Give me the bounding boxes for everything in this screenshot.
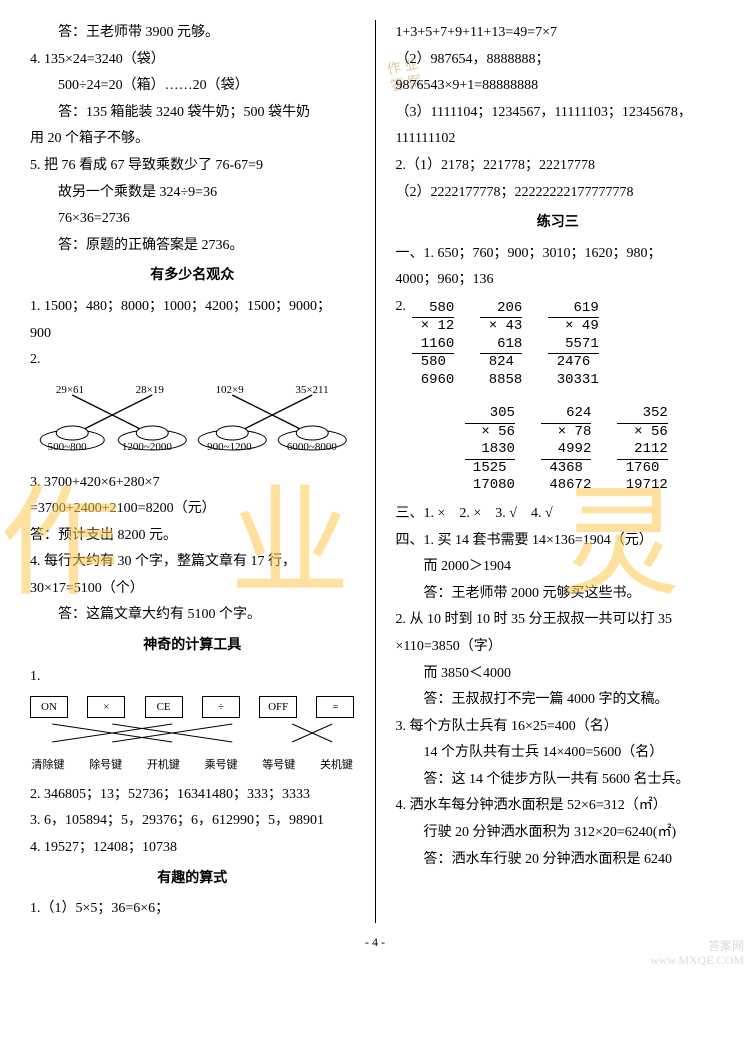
step-text: 111111102 — [396, 126, 721, 153]
item-number: 2. — [396, 294, 413, 321]
step-text: 76×36=2736 — [30, 206, 355, 233]
step-text: （3）1111104；1234567，11111103；12345678， — [396, 100, 721, 127]
calc-key: = — [316, 696, 354, 718]
list-text: 1. 1500；480；8000；1000；4200；1500；9000； — [30, 294, 355, 321]
calc-key: ÷ — [202, 696, 240, 718]
list-text: 1. — [30, 664, 355, 691]
answer-text: 答：王老师带 2000 元够买这些书。 — [396, 581, 721, 608]
right-column: 1+3+5+7+9+11+13=49=7×7 （2）987654，8888888… — [396, 20, 721, 923]
step-text: =3700+2400+2100=8200（元） — [30, 496, 355, 523]
answer-text: 答：这 14 个徒步方队一共有 5600 名士兵。 — [396, 767, 721, 794]
step-text: 500÷24=20（箱）……20（袋） — [30, 73, 355, 100]
ufo-range: 6000~8000 — [287, 437, 337, 458]
section-title: 练习三 — [396, 210, 721, 237]
calc-cross-lines-icon — [30, 722, 355, 744]
ufo-expr: 29×61 — [56, 380, 84, 401]
ufo-expr: 102×9 — [216, 380, 244, 401]
calc-key: × — [87, 696, 125, 718]
calc-label: 开机键 — [145, 755, 181, 776]
section-title: 神奇的计算工具 — [30, 633, 355, 660]
step-text: 行驶 20 分钟洒水面积为 312×20=6240(㎡) — [396, 820, 721, 847]
list-text: 3. 6，105894；5，29376；6，612990；5，98901 — [30, 808, 355, 835]
list-text: 三、1. × 2. × 3. √ 4. √ — [396, 501, 721, 528]
vertical-mult: 580 × 12 1160 580 6960 — [412, 300, 454, 390]
ufo-range: 500~800 — [48, 437, 87, 458]
step-text: 1+3+5+7+9+11+13=49=7×7 — [396, 20, 721, 47]
list-text: 4000；960；136 — [396, 267, 721, 294]
ufo-range: 1200~2000 — [122, 437, 172, 458]
step-text: （2）987654，8888888； — [396, 47, 721, 74]
step-text: （2）2222177778；22222222177777778 — [396, 180, 721, 207]
answer-text: 答：预计支出 8200 元。 — [30, 523, 355, 550]
step-text: 3. 3700+420×6+280×7 — [30, 470, 355, 497]
vertical-mult-row: 305 × 56 1830 1525 17080 624 × 78 4992 4… — [412, 405, 720, 495]
section-title: 有趣的算式 — [30, 866, 355, 893]
step-text: 四、1. 买 14 套书需要 14×136=1904（元） — [396, 528, 721, 555]
calc-label: 除号键 — [88, 755, 124, 776]
step-text: 故另一个乘数是 324÷9=36 — [30, 180, 355, 207]
step-text: 9876543×9+1=88888888 — [396, 73, 721, 100]
page-number: - 4 - — [30, 931, 720, 954]
step-text: 3. 每个方队士兵有 16×25=400（名） — [396, 714, 721, 741]
answer-text: 答：135 箱能装 3240 袋牛奶；500 袋牛奶 — [30, 100, 355, 127]
vertical-mult: 206 × 43 618 824 8858 — [480, 300, 522, 390]
step-text: ×110=3850（字） — [396, 634, 721, 661]
vertical-mult: 624 × 78 4992 4368 48672 — [541, 405, 591, 495]
vertical-mult-row: 580 × 12 1160 580 6960 206 × 43 618 824 … — [412, 300, 598, 390]
answer-text: 答：这篇文章大约有 5100 个字。 — [30, 602, 355, 629]
ufo-range: 900~1200 — [207, 437, 251, 458]
list-text: 2. 346805；13；52736；16341480；333；3333 — [30, 782, 355, 809]
step-text: 4. 洒水车每分钟洒水面积是 52×6=312（㎡） — [396, 793, 721, 820]
step-text: 2.（1）2178；221778；22217778 — [396, 153, 721, 180]
ufo-diagram: 29×61 28×19 102×9 35×211 — [30, 380, 355, 460]
step-text: 而 2000＞1904 — [396, 554, 721, 581]
ufo-expr: 28×19 — [136, 380, 164, 401]
calc-label: 清除键 — [30, 755, 66, 776]
list-text: 900 — [30, 321, 355, 348]
answer-text: 用 20 个箱子不够。 — [30, 126, 355, 153]
ufo-expr: 35×211 — [295, 380, 328, 401]
list-text: 2. — [30, 347, 355, 374]
step-text: 而 3850＜4000 — [396, 661, 721, 688]
answer-text: 答：王叔叔打不完一篇 4000 字的文稿。 — [396, 687, 721, 714]
answer-text: 答：王老师带 3900 元够。 — [30, 20, 355, 47]
list-text: 一、1. 650；760；900；3010；1620；980； — [396, 241, 721, 268]
calc-label: 乘号键 — [203, 755, 239, 776]
answer-text: 答：洒水车行驶 20 分钟洒水面积是 6240 — [396, 847, 721, 874]
calc-diagram: ON × CE ÷ OFF = 清除键 除号键 开机键 乘号键 等号键 — [30, 696, 355, 775]
calc-key: OFF — [259, 696, 297, 718]
left-column: 答：王老师带 3900 元够。 4. 135×24=3240（袋） 500÷24… — [30, 20, 355, 923]
vertical-mult: 619 × 49 5571 2476 30331 — [548, 300, 598, 390]
corner-line: www.MXQE.COM — [650, 953, 744, 967]
list-text: 1.（1）5×5；36=6×6； — [30, 896, 355, 923]
calc-label: 等号键 — [261, 755, 297, 776]
step-text: 4. 135×24=3240（袋） — [30, 47, 355, 74]
calc-key: ON — [30, 696, 68, 718]
list-text: 4. 19527；12408；10738 — [30, 835, 355, 862]
step-text: 30×17=5100（个） — [30, 576, 355, 603]
step-text: 14 个方队共有士兵 14×400=5600（名） — [396, 740, 721, 767]
vertical-mult: 352 × 56 2112 1760 19712 — [617, 405, 667, 495]
answer-text: 答：原题的正确答案是 2736。 — [30, 233, 355, 260]
step-text: 2. 从 10 时到 10 时 35 分王叔叔一共可以打 35 — [396, 607, 721, 634]
column-divider — [375, 20, 376, 923]
step-text: 5. 把 76 看成 67 导致乘数少了 76-67=9 — [30, 153, 355, 180]
page-columns: 答：王老师带 3900 元够。 4. 135×24=3240（袋） 500÷24… — [30, 20, 720, 923]
section-title: 有多少名观众 — [30, 263, 355, 290]
step-text: 4. 每行大约有 30 个字，整篇文章有 17 行， — [30, 549, 355, 576]
vertical-mult: 305 × 56 1830 1525 17080 — [465, 405, 515, 495]
calc-key: CE — [145, 696, 183, 718]
calc-label: 关机键 — [318, 755, 354, 776]
